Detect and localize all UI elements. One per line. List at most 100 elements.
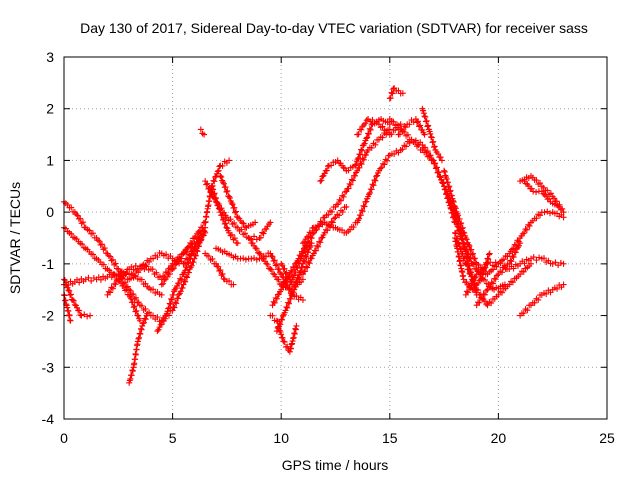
series-track-10 (158, 219, 209, 288)
data-point (84, 313, 91, 320)
data-point (68, 204, 75, 211)
data-point (160, 280, 167, 287)
data-point (206, 198, 213, 205)
data-point (373, 173, 380, 180)
series-track-31 (419, 105, 445, 164)
data-point (158, 321, 165, 328)
data-point (420, 107, 427, 114)
data-point (541, 191, 548, 198)
data-point (354, 156, 361, 163)
data-point (135, 299, 142, 306)
data-point (129, 367, 136, 374)
data-point (521, 230, 528, 237)
data-point (541, 255, 548, 262)
y-tick-label: 1 (46, 152, 54, 168)
x-tick-label: 0 (60, 430, 68, 446)
data-point (221, 220, 228, 227)
data-point (186, 255, 193, 262)
data-point (292, 279, 299, 286)
data-point (97, 276, 104, 283)
series-track-36 (473, 240, 524, 309)
data-point (356, 215, 363, 222)
data-point (528, 185, 535, 192)
data-point (356, 164, 363, 171)
x-tick-label: 25 (599, 430, 615, 446)
data-point (429, 139, 436, 146)
data-point (175, 295, 182, 302)
data-point (305, 249, 312, 256)
data-point (421, 113, 428, 120)
data-point (268, 252, 275, 259)
data-point (523, 226, 530, 233)
data-point (318, 235, 325, 242)
data-point (386, 121, 393, 128)
data-point (346, 180, 353, 187)
data-point (360, 156, 367, 163)
data-point (272, 273, 279, 280)
data-point (181, 249, 188, 256)
data-point (317, 178, 324, 185)
data-point (215, 263, 222, 270)
data-point (554, 285, 561, 292)
data-point (560, 260, 567, 267)
data-point (223, 214, 230, 221)
data-point (65, 287, 72, 294)
data-point (507, 257, 514, 264)
data-point (438, 157, 445, 164)
data-point (217, 172, 224, 179)
data-point (182, 267, 189, 274)
data-point (483, 260, 490, 267)
data-point (283, 304, 290, 311)
data-point (216, 267, 223, 274)
data-point (284, 274, 291, 281)
data-point (246, 235, 253, 242)
data-point (146, 258, 153, 265)
data-point (68, 230, 75, 237)
data-point (355, 154, 362, 161)
data-point (350, 224, 357, 231)
data-point (440, 180, 447, 187)
data-point (260, 230, 267, 237)
data-point (236, 215, 243, 222)
data-point (67, 317, 74, 324)
data-point (245, 235, 252, 241)
data-point (138, 276, 145, 283)
data-point (488, 279, 495, 286)
data-point (430, 144, 437, 151)
data-point (389, 90, 396, 97)
data-point (423, 117, 430, 124)
data-point (560, 281, 567, 288)
data-point (224, 187, 231, 194)
data-point (484, 255, 491, 262)
data-point (204, 180, 211, 187)
data-point (358, 147, 365, 154)
data-point (213, 199, 220, 206)
data-point (444, 194, 451, 201)
data-point (132, 308, 139, 315)
data-point (467, 254, 474, 261)
data-point (210, 177, 217, 184)
data-point (388, 89, 395, 96)
data-point (111, 261, 118, 268)
data-point (127, 375, 134, 382)
data-point (213, 194, 220, 201)
data-point (89, 230, 96, 237)
data-point (437, 154, 444, 161)
data-point (368, 121, 375, 128)
data-point (271, 257, 278, 264)
data-point (122, 287, 129, 294)
data-point (101, 245, 108, 252)
data-point (509, 253, 516, 260)
data-point (359, 208, 366, 215)
data-point (430, 157, 437, 164)
data-point (416, 123, 423, 130)
data-point (323, 167, 330, 174)
data-point (360, 141, 367, 148)
data-point (425, 122, 432, 129)
data-point (267, 219, 274, 226)
data-point (201, 228, 208, 235)
data-point (361, 203, 368, 210)
data-point (140, 320, 147, 327)
data-point (492, 276, 499, 283)
